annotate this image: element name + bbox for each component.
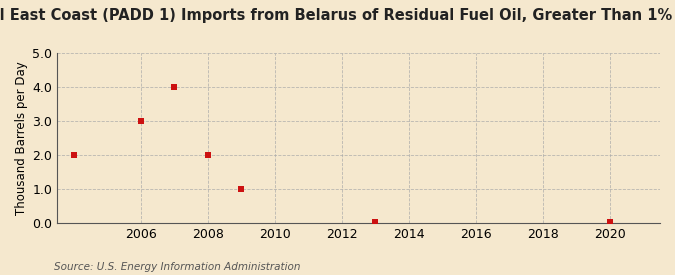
Text: Source: U.S. Energy Information Administration: Source: U.S. Energy Information Administ…	[54, 262, 300, 272]
Point	[68, 153, 79, 157]
Point	[370, 219, 381, 224]
Text: Annual East Coast (PADD 1) Imports from Belarus of Residual Fuel Oil, Greater Th: Annual East Coast (PADD 1) Imports from …	[0, 8, 675, 23]
Point	[169, 85, 180, 89]
Point	[604, 219, 615, 224]
Y-axis label: Thousand Barrels per Day: Thousand Barrels per Day	[15, 61, 28, 215]
Point	[236, 187, 246, 191]
Point	[202, 153, 213, 157]
Point	[136, 119, 146, 123]
